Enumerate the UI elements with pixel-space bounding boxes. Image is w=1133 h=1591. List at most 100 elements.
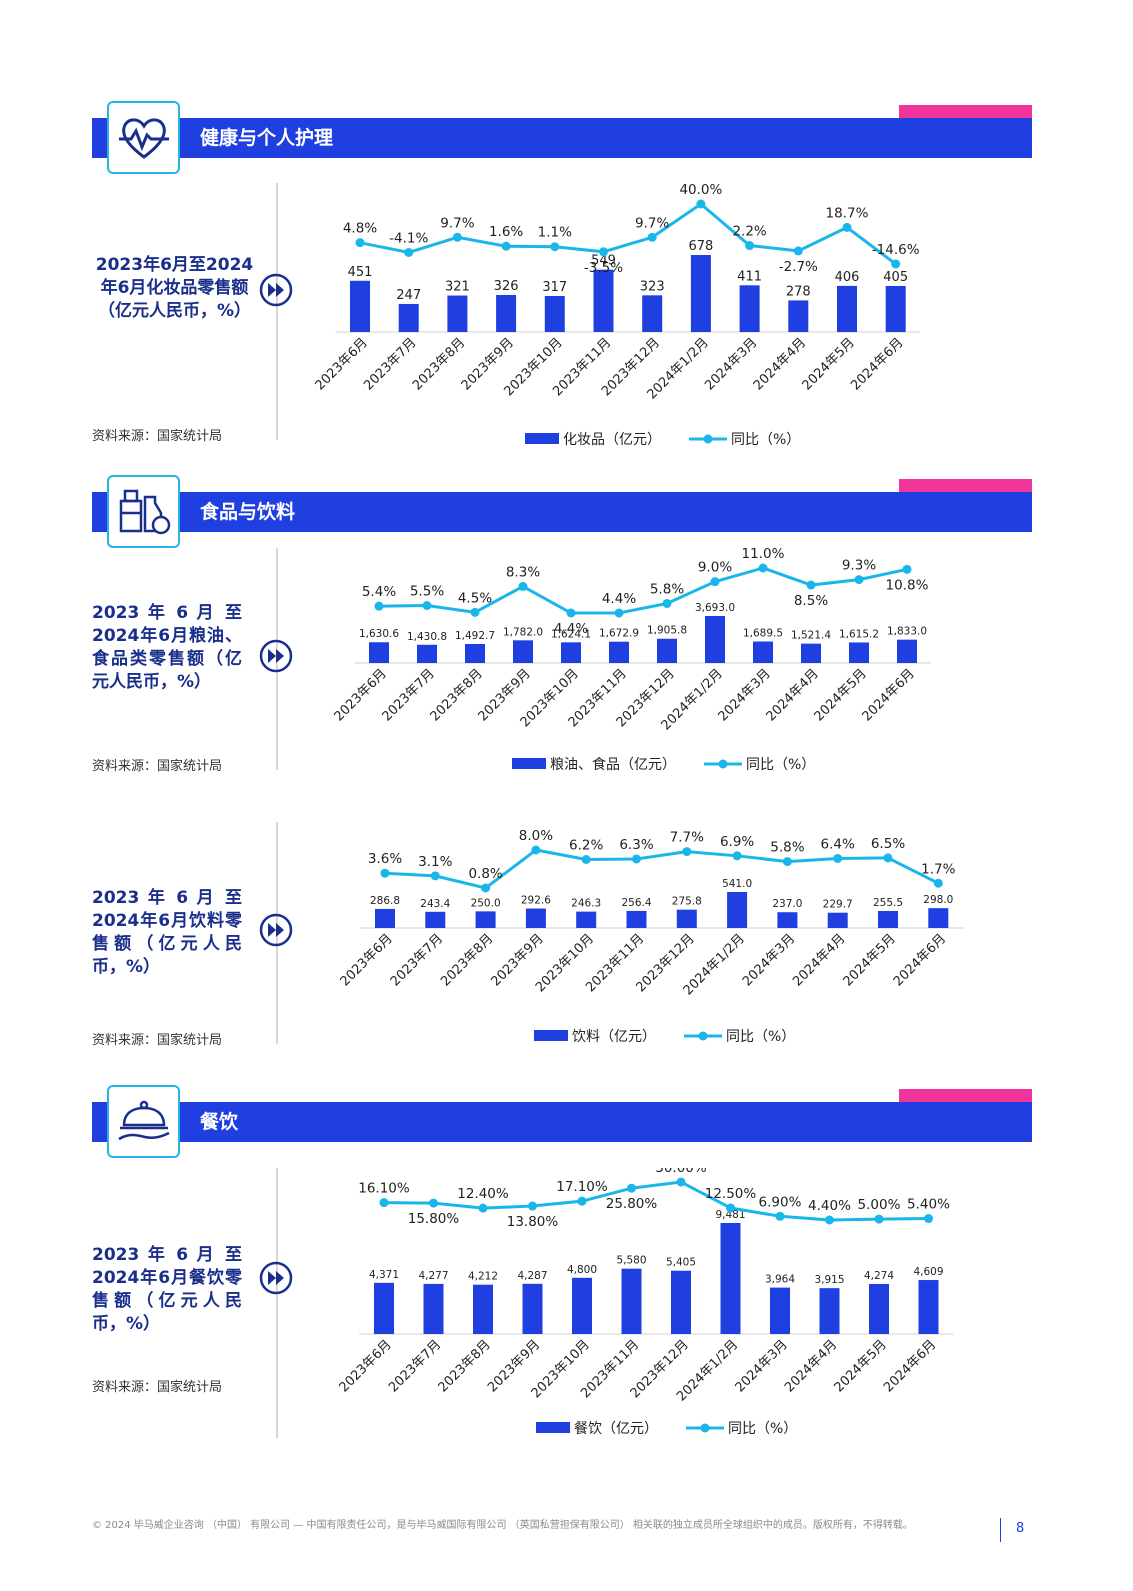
line-data-label: 6.90%	[759, 1194, 802, 1210]
bar-data-label: 1,624.1	[551, 628, 591, 640]
line-point	[710, 577, 720, 587]
bar	[770, 1287, 790, 1334]
bar-data-label: 541.0	[722, 878, 752, 890]
line-data-label: 5.8%	[650, 581, 684, 597]
bar	[918, 1280, 939, 1334]
line-point	[430, 871, 440, 881]
bar	[676, 909, 697, 928]
bar-data-label: 678	[688, 239, 713, 254]
bar-data-label: 1,630.6	[359, 628, 399, 640]
banner-accent	[899, 105, 1032, 118]
line-data-label: 4.4%	[554, 621, 588, 637]
x-tick-label: 2024年6月	[891, 931, 949, 989]
banner-accent	[899, 479, 1032, 492]
legend-line-marker	[703, 434, 713, 444]
line-point	[924, 1214, 933, 1224]
chart-description: 2023 年 6 月 至 2024年6月饮料零售额（亿元人民币，%）	[92, 888, 242, 977]
legend-line-marker	[698, 1031, 708, 1041]
bar-data-label: 326	[494, 279, 519, 294]
x-tick-label: 2023年8月	[436, 1337, 494, 1395]
line-point	[550, 242, 560, 252]
line-data-label: 10.8%	[886, 577, 929, 593]
line-point	[581, 855, 591, 864]
x-tick-label: 2023年7月	[388, 931, 446, 989]
line-point	[422, 601, 432, 610]
line-point	[481, 883, 491, 893]
line-data-label: 5.4%	[362, 584, 396, 600]
legend-line-label: 同比（%）	[728, 1421, 797, 1437]
section-banner-catering: 餐饮	[92, 1089, 1032, 1142]
footer-copyright: © 2024 毕马威企业咨询 （中国） 有限公司 — 中国有限责任公司，是与毕马…	[92, 1520, 913, 1531]
bar-data-label: 1,430.8	[407, 631, 447, 643]
bar	[671, 1270, 691, 1334]
bar-data-label: 4,609	[913, 1266, 943, 1278]
beverage-chart: 286.8 243.4 250.0 292.6 246.3 256.4 275.8 541.0…	[338, 830, 964, 1045]
x-tick-label: 2024年6月	[881, 1337, 939, 1395]
bar	[885, 286, 906, 332]
forward-arrow-icon	[259, 639, 293, 673]
line-data-label: 3.1%	[418, 854, 452, 870]
line-point	[891, 259, 901, 269]
bar	[801, 643, 821, 663]
bar	[465, 644, 485, 663]
line-point	[404, 247, 414, 257]
x-tick-label: 2024年3月	[733, 1337, 791, 1395]
source-note: 资料来源：国家统计局	[92, 1033, 223, 1048]
forward-arrow-icon	[259, 273, 293, 307]
x-tick-label: 2023年6月	[338, 931, 396, 989]
bar-data-label: 406	[835, 270, 860, 285]
legend-bar-swatch	[512, 758, 546, 769]
line-data-label: 5.40%	[907, 1197, 950, 1213]
bar-data-label: 256.4	[621, 897, 651, 909]
section-title: 食品与饮料	[200, 501, 296, 523]
x-tick-label: 2023年7月	[386, 1337, 444, 1395]
heart-pulse-icon	[107, 101, 180, 174]
line-data-label: 5.5%	[410, 584, 444, 600]
bar-data-label: 275.8	[672, 896, 702, 908]
line-data-label: 6.4%	[821, 836, 855, 852]
line-data-label: 1.6%	[489, 224, 523, 240]
legend-bar-label: 粮油、食品（亿元）	[550, 756, 676, 773]
bar	[525, 908, 546, 928]
bar	[777, 912, 798, 928]
yoy-line	[383, 1180, 929, 1222]
line-data-label: 1.1%	[538, 225, 572, 241]
bar	[621, 1268, 642, 1334]
line-point	[726, 1203, 735, 1213]
line-point	[662, 598, 672, 608]
line-point	[676, 1177, 686, 1187]
bar	[561, 642, 581, 663]
line-point	[478, 1203, 488, 1213]
bar-data-label: 1,689.5	[743, 627, 783, 639]
bar	[827, 912, 848, 928]
x-tick-label: 2024年5月	[832, 1337, 890, 1395]
line-data-label: 17.10%	[556, 1179, 608, 1195]
line-point	[732, 851, 742, 861]
line-data-label: 9.0%	[698, 560, 732, 576]
bar	[788, 300, 809, 332]
chart-description: 2023 年 6 月 至 2024年6月餐饮零售额（亿元人民币，%）	[92, 1245, 242, 1334]
bar-data-label: 1,492.7	[455, 630, 495, 642]
bar	[417, 644, 437, 663]
x-tick-label: 2023年6月	[337, 1337, 395, 1395]
x-tick-label: 2024年4月	[782, 1337, 840, 1395]
bar	[447, 295, 468, 332]
bar	[544, 295, 565, 332]
bar-data-label: 298.0	[923, 894, 953, 906]
line-data-label: 8.5%	[794, 593, 828, 609]
bar	[423, 1283, 444, 1334]
bar	[849, 642, 869, 663]
bar-data-label: 4,277	[418, 1270, 448, 1282]
bar	[690, 255, 711, 332]
line-data-label: 6.2%	[569, 838, 603, 854]
line-point	[528, 1201, 537, 1211]
legend-bar-swatch	[534, 1030, 568, 1041]
bar-data-label: 4,287	[517, 1270, 547, 1282]
bar	[705, 616, 725, 663]
cosmetics-chart: 451 247 321 326 317 549 323 678 411 278 406 405 4.8%…	[313, 182, 921, 448]
line-data-label: 3.6%	[368, 851, 402, 867]
legend-bar-swatch	[536, 1422, 570, 1433]
bar-data-label: 278	[786, 284, 811, 299]
bar-data-label: 243.4	[420, 898, 450, 910]
legend-bar-label: 化妆品（亿元）	[563, 432, 661, 448]
